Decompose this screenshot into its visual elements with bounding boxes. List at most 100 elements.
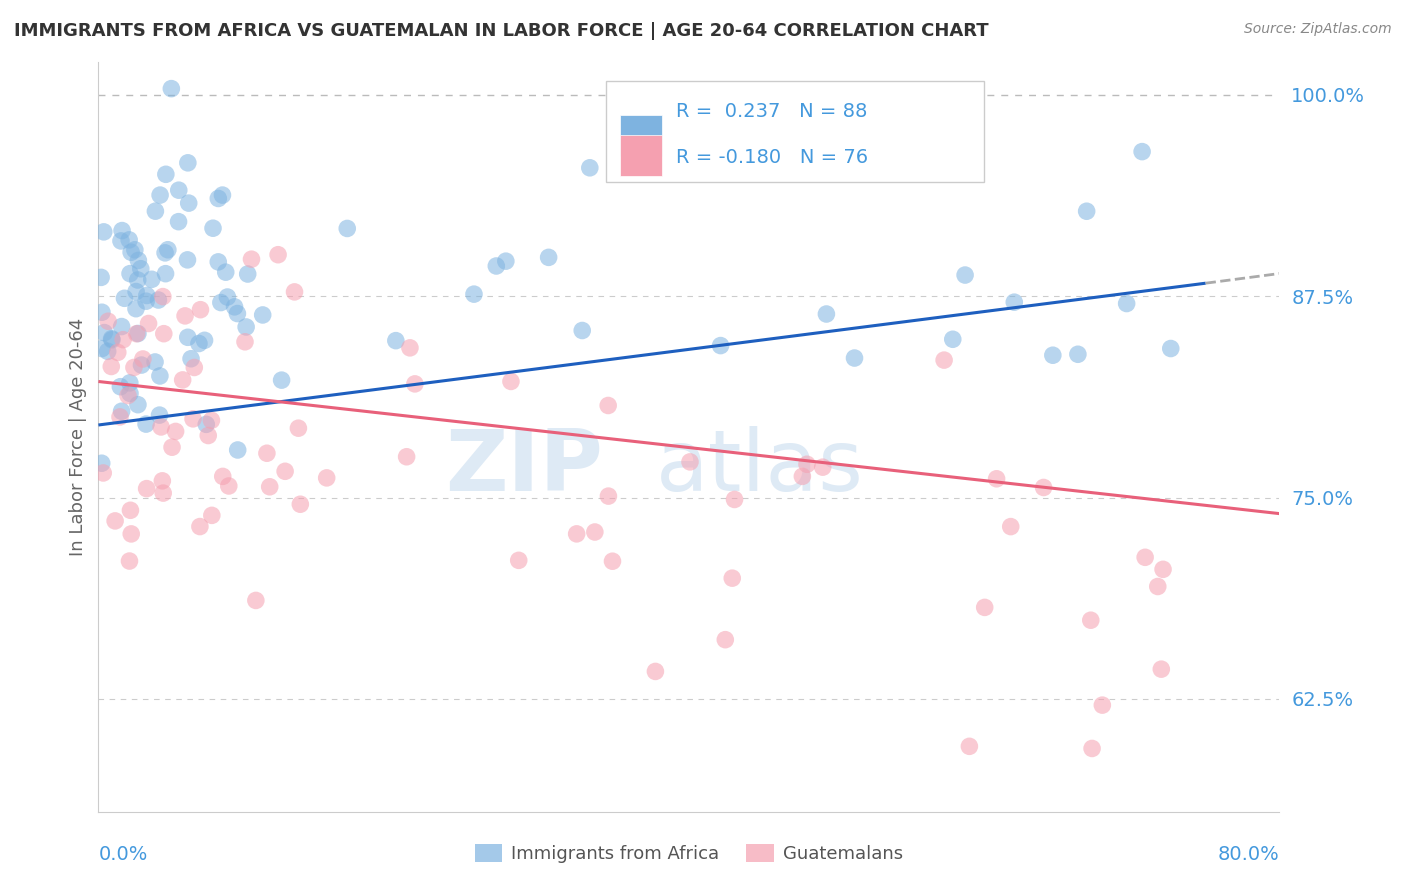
Point [252, 308, 274, 322]
Point [644, 665, 666, 679]
Point [97, 314, 120, 328]
Point [177, 196, 200, 211]
Point [399, 341, 422, 355]
Point [135, 417, 157, 431]
Point [200, 413, 222, 427]
Point [195, 417, 218, 432]
Point [160, 440, 183, 454]
Point [110, 380, 132, 394]
Point [125, 301, 148, 316]
Point [932, 353, 955, 368]
Point [120, 503, 142, 517]
Point [287, 421, 309, 435]
Point [602, 554, 624, 568]
Point [167, 183, 190, 197]
Point [177, 330, 200, 344]
Point [385, 334, 408, 348]
Point [181, 412, 204, 426]
Point [124, 243, 146, 257]
Point [1076, 204, 1098, 219]
Point [1091, 698, 1114, 713]
Point [256, 446, 278, 460]
Point [240, 252, 263, 267]
Point [155, 167, 177, 181]
Point [404, 376, 426, 391]
Point [844, 351, 866, 365]
Text: R =  0.237   N = 88: R = 0.237 N = 88 [676, 102, 868, 121]
Point [180, 351, 202, 366]
Point [117, 388, 139, 402]
Point [274, 464, 297, 478]
Point [135, 288, 157, 302]
Point [218, 479, 240, 493]
Point [209, 295, 232, 310]
Point [183, 360, 205, 375]
Point [207, 191, 229, 205]
Point [90, 342, 112, 356]
Point [270, 373, 292, 387]
Point [152, 290, 174, 304]
Point [1081, 741, 1104, 756]
Point [197, 428, 219, 442]
Point [91, 466, 114, 480]
Point [957, 739, 980, 754]
Point [127, 273, 149, 287]
Point [127, 253, 149, 268]
Point [156, 243, 179, 257]
Point [1032, 480, 1054, 494]
Point [93, 225, 115, 239]
Point [565, 527, 588, 541]
Point [201, 508, 224, 523]
Point [485, 259, 508, 273]
Point [131, 358, 153, 372]
Point [155, 267, 177, 281]
Point [235, 320, 257, 334]
Point [815, 307, 838, 321]
Point [150, 474, 173, 488]
Point [723, 492, 745, 507]
Point [125, 326, 148, 341]
Point [508, 553, 530, 567]
Point [135, 482, 157, 496]
Point [104, 514, 127, 528]
Point [1146, 580, 1168, 594]
Point [110, 234, 132, 248]
Point [598, 489, 620, 503]
Point [112, 333, 135, 347]
Point [207, 255, 229, 269]
Point [259, 480, 281, 494]
Point [578, 161, 600, 175]
Y-axis label: In Labor Force | Age 20-64: In Labor Force | Age 20-64 [69, 318, 87, 557]
Point [111, 319, 134, 334]
Point [122, 360, 145, 375]
Point [721, 571, 744, 585]
Point [127, 398, 149, 412]
Point [174, 309, 197, 323]
Point [152, 486, 174, 500]
Point [108, 409, 131, 424]
Point [114, 291, 136, 305]
Point [145, 204, 167, 219]
Point [1067, 347, 1090, 361]
Point [315, 471, 337, 485]
Point [267, 248, 290, 262]
Point [1115, 296, 1137, 310]
Point [1002, 295, 1025, 310]
Point [710, 338, 733, 352]
FancyBboxPatch shape [620, 115, 662, 156]
Point [1160, 342, 1182, 356]
Point [90, 270, 112, 285]
Point [202, 221, 225, 235]
Point [143, 355, 166, 369]
Point [1000, 519, 1022, 533]
Point [211, 469, 233, 483]
Point [100, 359, 122, 374]
Point [138, 317, 160, 331]
Point [120, 245, 142, 260]
Point [101, 333, 124, 347]
Point [796, 457, 818, 471]
Point [148, 293, 170, 307]
Point [679, 455, 702, 469]
Point [167, 215, 190, 229]
Text: IMMIGRANTS FROM AFRICA VS GUATEMALAN IN LABOR FORCE | AGE 20-64 CORRELATION CHAR: IMMIGRANTS FROM AFRICA VS GUATEMALAN IN … [14, 22, 988, 40]
